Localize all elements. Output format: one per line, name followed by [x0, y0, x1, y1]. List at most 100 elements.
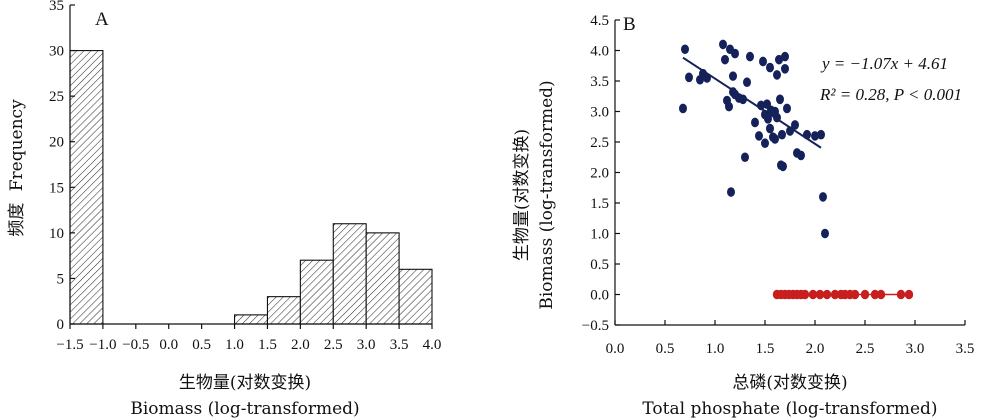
scatter-point [781, 64, 789, 74]
x-tick-label: −0.5 [122, 337, 149, 353]
zero-point [800, 289, 810, 300]
scatter-point [776, 94, 784, 105]
scatter-point [781, 51, 789, 62]
x-tick-label: 0.0 [606, 341, 625, 357]
y-tick-label: 2.0 [590, 166, 609, 182]
scatter-point [757, 100, 765, 111]
scatter-point [773, 112, 781, 123]
y-tick-label: 35 [49, 0, 64, 14]
scatter-point [766, 123, 774, 134]
y-tick-label: 15 [49, 180, 64, 196]
scatter-point [778, 129, 786, 140]
panel-label-b: B [623, 14, 636, 35]
regression-stats: R² = 0.28, P < 0.001 [819, 85, 962, 104]
scatter-ticks: −0.5 0.0 0.5 1.0 1.5 2.0 2.5 3.0 3.5 4.0 4.5 0.0 0.5… [582, 13, 975, 357]
histogram-x-label-en: Biomass (log-transformed) [130, 399, 359, 419]
zero-point [904, 289, 914, 300]
scatter-point [773, 70, 781, 80]
scatter-point [685, 72, 693, 83]
x-tick-label: 2.0 [806, 341, 825, 357]
x-tick-label: 1.0 [225, 337, 244, 353]
scatter-y-label-en: Biomass (log-transformed) [537, 80, 557, 309]
x-tick-label: 1.0 [706, 341, 725, 357]
x-tick-label: 0.5 [656, 341, 675, 357]
y-tick-label: 0.5 [590, 257, 609, 273]
y-tick-label: 5 [57, 271, 65, 287]
y-tick-label: 1.0 [590, 227, 609, 243]
zero-point [876, 289, 886, 300]
scatter-point [786, 126, 794, 136]
y-tick-label: 4.5 [590, 13, 609, 29]
y-label-en: Frequency [7, 99, 27, 191]
scatter-point [819, 192, 827, 202]
scatter-point [764, 114, 772, 124]
scatter-point [779, 161, 787, 172]
scatter-point [719, 39, 727, 50]
zero-point [896, 289, 906, 300]
x-tick-label: 0.5 [192, 337, 211, 353]
x-tick-label: 2.5 [856, 341, 875, 357]
y-tick-label: 4.0 [590, 44, 609, 60]
scatter-point [755, 131, 763, 141]
zero-point [822, 289, 832, 300]
scatter-panel: −0.5 0.0 0.5 1.0 1.5 2.0 2.5 3.0 3.5 4.0 4.5 0.0 0.5… [512, 13, 974, 419]
scatter-point [729, 71, 737, 81]
histogram-x-label-cn: 生物量(对数变换) [179, 373, 311, 393]
histogram-ticks: 0 5 10 15 20 25 30 35 −1.5 −1.0 −0.5 0.0 0.5 1.0 1.5 2.… [49, 0, 441, 353]
scatter-point [759, 56, 767, 67]
scatter-point [731, 48, 739, 59]
scatter-y-label-cn: 生物量(对数变换) [512, 129, 532, 261]
x-tick-label: −1.5 [56, 337, 83, 353]
histogram-bar-2 [266, 296, 301, 325]
scatter-point [751, 117, 759, 128]
x-tick-label: 4.0 [423, 337, 442, 353]
y-tick-label: 0.0 [590, 288, 609, 304]
scatter-x-label-en: Total phosphate (log-transformed) [642, 399, 937, 419]
y-tick-label: 10 [49, 226, 64, 242]
x-tick-label: 3.0 [906, 341, 925, 357]
histogram-bar-4 [332, 223, 367, 325]
x-tick-label: 3.5 [956, 341, 975, 357]
scatter-point [791, 120, 799, 130]
scatter-point [727, 187, 735, 197]
histogram-bar-0 [69, 50, 104, 325]
scatter-point [761, 138, 769, 149]
scatter-point [721, 54, 729, 65]
zero-point [870, 289, 880, 300]
histogram-bar-5 [365, 232, 400, 325]
y-tick-label: 3.0 [590, 105, 609, 121]
y-tick-label: −0.5 [582, 318, 609, 334]
scatter-x-label-cn: 总磷(对数变换) [732, 373, 847, 393]
scatter-point [771, 134, 779, 144]
y-tick-label: 3.5 [590, 74, 609, 90]
scatter-point [821, 228, 829, 239]
scatter-point [746, 51, 754, 62]
scatter-y-axis-label: 生物量(对数变换) Biomass (log-transformed) [512, 80, 557, 309]
zero-point [860, 289, 870, 300]
x-tick-label: 2.0 [291, 337, 310, 353]
x-tick-label: 1.5 [756, 341, 775, 357]
histogram-axes [69, 5, 432, 325]
scatter-point [783, 103, 791, 114]
scatter-point [703, 73, 711, 83]
scatter-point [725, 101, 733, 112]
scatter-marks [679, 39, 914, 300]
x-tick-label: 2.5 [324, 337, 343, 353]
y-label-cn: 频度 [7, 203, 27, 237]
scatter-point [679, 103, 687, 114]
x-tick-label: −1.0 [89, 337, 116, 353]
zero-point [808, 289, 818, 300]
zero-point [830, 289, 840, 300]
scatter-point [741, 152, 749, 163]
y-tick-label: 20 [49, 135, 64, 151]
scatter-point [766, 62, 774, 73]
y-tick-label: 30 [49, 44, 64, 60]
histogram-bars [69, 50, 433, 325]
y-tick-label: 1.5 [590, 196, 609, 212]
scatter-point [817, 129, 825, 140]
x-tick-label: 3.5 [390, 337, 409, 353]
y-tick-label: 0 [57, 317, 65, 333]
scatter-point [803, 129, 811, 140]
scatter-point [811, 131, 819, 141]
y-tick-label: 25 [49, 89, 64, 105]
